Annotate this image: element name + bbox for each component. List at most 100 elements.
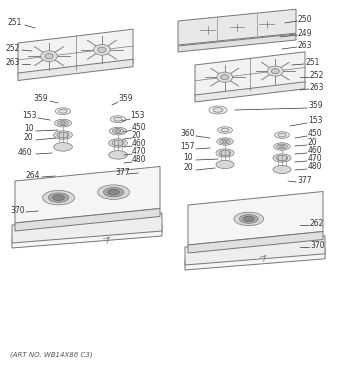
Ellipse shape	[216, 149, 234, 157]
Ellipse shape	[243, 216, 254, 222]
Text: 250: 250	[298, 15, 313, 24]
Ellipse shape	[94, 44, 110, 55]
Ellipse shape	[41, 51, 57, 62]
Text: 450: 450	[132, 123, 147, 132]
Ellipse shape	[213, 108, 223, 112]
Text: 157: 157	[180, 142, 195, 151]
Ellipse shape	[110, 127, 126, 135]
Text: 153: 153	[308, 116, 322, 125]
Ellipse shape	[267, 66, 283, 76]
Polygon shape	[185, 236, 325, 265]
Ellipse shape	[98, 47, 106, 53]
Ellipse shape	[116, 130, 120, 132]
Text: 450: 450	[308, 129, 323, 138]
Ellipse shape	[221, 75, 229, 80]
Ellipse shape	[271, 69, 279, 73]
Text: 359: 359	[118, 94, 133, 103]
Text: 251: 251	[8, 18, 22, 27]
Text: 20: 20	[24, 133, 34, 142]
Text: 359: 359	[308, 101, 323, 110]
Ellipse shape	[54, 131, 72, 139]
Text: 249: 249	[298, 29, 313, 38]
Text: 153: 153	[130, 111, 145, 120]
Ellipse shape	[280, 145, 285, 148]
Ellipse shape	[108, 189, 119, 195]
Text: 10: 10	[183, 153, 193, 162]
Ellipse shape	[273, 165, 291, 173]
Text: 264: 264	[26, 171, 41, 180]
Text: 480: 480	[132, 155, 147, 164]
Ellipse shape	[223, 140, 228, 143]
Polygon shape	[178, 34, 296, 52]
Ellipse shape	[216, 160, 234, 169]
Polygon shape	[185, 249, 325, 270]
Polygon shape	[18, 59, 133, 81]
Ellipse shape	[53, 195, 64, 201]
Ellipse shape	[112, 129, 124, 134]
Polygon shape	[15, 166, 160, 223]
Text: 470: 470	[308, 154, 323, 163]
Ellipse shape	[43, 190, 75, 205]
Polygon shape	[195, 82, 305, 102]
Text: 460: 460	[132, 139, 147, 148]
Ellipse shape	[108, 151, 127, 159]
Polygon shape	[188, 191, 323, 245]
Ellipse shape	[274, 143, 290, 150]
Ellipse shape	[217, 138, 233, 145]
Ellipse shape	[57, 120, 69, 126]
Ellipse shape	[219, 150, 231, 156]
Text: 470: 470	[132, 147, 147, 156]
Ellipse shape	[209, 106, 227, 114]
Ellipse shape	[48, 193, 69, 203]
Polygon shape	[18, 29, 133, 77]
Text: 251: 251	[305, 58, 319, 67]
Ellipse shape	[217, 72, 233, 82]
Ellipse shape	[276, 144, 287, 149]
Text: 460: 460	[18, 148, 33, 157]
Ellipse shape	[234, 212, 264, 226]
Ellipse shape	[110, 116, 126, 123]
Text: 252: 252	[310, 71, 324, 80]
Ellipse shape	[276, 155, 288, 161]
Text: 252: 252	[5, 44, 19, 53]
Ellipse shape	[98, 185, 130, 200]
Ellipse shape	[57, 132, 69, 138]
Polygon shape	[178, 9, 296, 45]
Text: 460: 460	[308, 146, 323, 155]
Ellipse shape	[45, 53, 53, 59]
Text: 20: 20	[132, 131, 142, 140]
Ellipse shape	[54, 142, 72, 151]
Ellipse shape	[55, 119, 71, 127]
Text: 480: 480	[308, 162, 322, 171]
Ellipse shape	[114, 117, 122, 121]
Text: 360: 360	[180, 129, 195, 138]
Ellipse shape	[104, 187, 124, 197]
Text: 153: 153	[22, 111, 36, 120]
Text: 20: 20	[308, 138, 318, 147]
Ellipse shape	[273, 154, 291, 162]
Ellipse shape	[61, 122, 65, 124]
Ellipse shape	[221, 128, 229, 132]
Ellipse shape	[239, 214, 258, 223]
Ellipse shape	[55, 108, 71, 115]
Ellipse shape	[275, 132, 289, 138]
Polygon shape	[12, 213, 162, 243]
Text: 377: 377	[115, 168, 130, 177]
Polygon shape	[12, 226, 162, 248]
Ellipse shape	[59, 109, 67, 113]
Ellipse shape	[218, 127, 232, 133]
Ellipse shape	[112, 140, 124, 146]
Text: 377: 377	[297, 176, 312, 185]
Text: (ART NO. WB14X86 C3): (ART NO. WB14X86 C3)	[10, 352, 93, 358]
Ellipse shape	[278, 133, 286, 137]
Polygon shape	[15, 209, 160, 231]
Text: 370: 370	[10, 206, 25, 215]
Text: 263: 263	[298, 41, 313, 50]
Text: 263: 263	[310, 83, 324, 92]
Text: 263: 263	[5, 58, 20, 67]
Text: 359: 359	[33, 94, 48, 103]
Text: 20: 20	[183, 163, 193, 172]
Ellipse shape	[108, 139, 127, 147]
Text: 10: 10	[24, 124, 34, 133]
Polygon shape	[195, 52, 305, 97]
